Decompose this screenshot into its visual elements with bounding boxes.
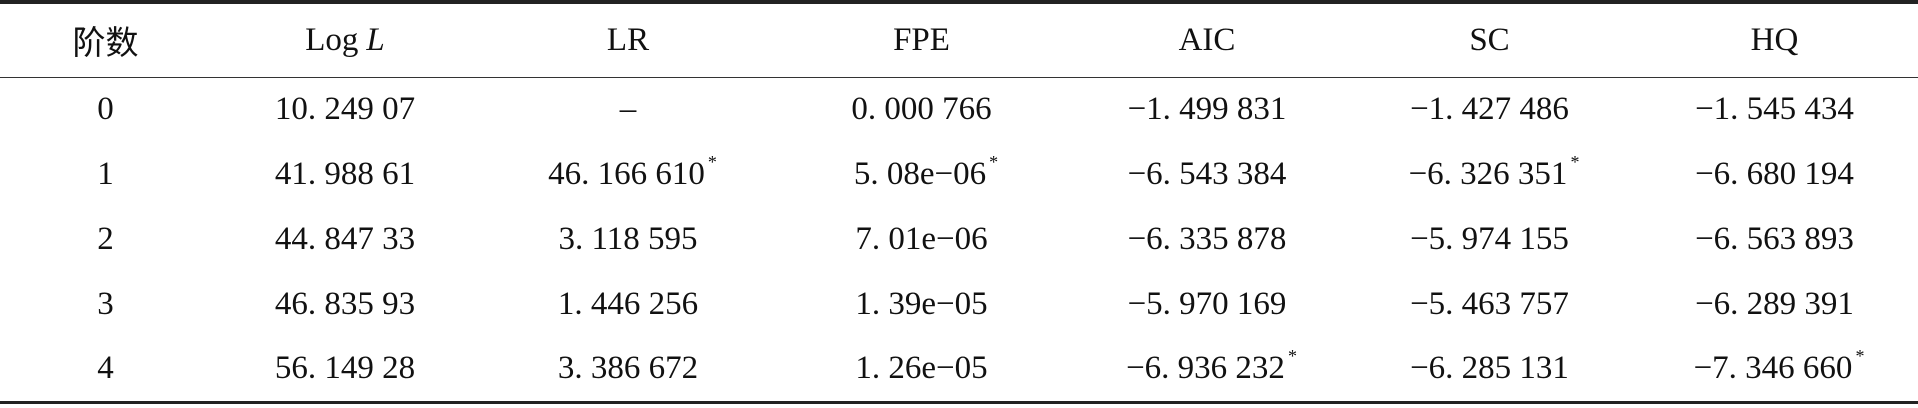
header-cell: FPE bbox=[777, 2, 1066, 78]
table-row: 1 41. 988 61 46. 166 610 * 5. 08e−06 * −6. 543… bbox=[0, 142, 1918, 207]
cell-text: −1. 499 831 bbox=[1127, 91, 1287, 128]
table-row: 0 10. 249 07 – 0. 000 766 −1. 499 831 −1. 427… bbox=[0, 77, 1918, 142]
table-cell: 56. 149 28 bbox=[211, 337, 479, 402]
header-text: HQ bbox=[1750, 21, 1799, 58]
table-row: 2 44. 847 33 3. 118 595 7. 01e−06 −6. 335 87… bbox=[0, 207, 1918, 272]
cell-text: −6. 335 878 bbox=[1127, 221, 1287, 257]
cell-text: 7. 01e−06 bbox=[855, 221, 988, 257]
header-cell: 阶数 bbox=[0, 2, 211, 78]
cell-text: 10. 249 07 bbox=[274, 91, 416, 128]
cell-text: −1. 427 486 bbox=[1410, 91, 1569, 128]
cell-text: 56. 149 28 bbox=[274, 350, 416, 387]
table-cell: 1. 446 256 bbox=[479, 272, 777, 337]
cell-text: 4 bbox=[97, 350, 114, 387]
cell-text: – bbox=[619, 91, 637, 128]
cell-text: 0 bbox=[97, 91, 114, 128]
cell-text: 1 bbox=[97, 156, 114, 192]
table-cell: 0 bbox=[0, 77, 211, 142]
table-cell: 41. 988 61 bbox=[211, 142, 479, 207]
cell-text: −5. 463 757 bbox=[1410, 286, 1569, 322]
header-text: AIC bbox=[1178, 21, 1236, 58]
header-text: Log bbox=[305, 21, 359, 58]
cell-text: −6. 680 194 bbox=[1695, 156, 1854, 192]
table-cell: −1. 545 434 bbox=[1631, 77, 1918, 142]
cell-text: −7. 346 660 bbox=[1693, 350, 1853, 387]
cell-text: −6. 289 391 bbox=[1695, 286, 1854, 322]
table-cell: −5. 970 169 bbox=[1066, 272, 1348, 337]
table-row: 4 56. 149 28 3. 386 672 1. 26e−05 −6. 936 23… bbox=[0, 337, 1918, 402]
table-cell: −7. 346 660 * bbox=[1693, 346, 1865, 387]
cell-text: −5. 974 155 bbox=[1410, 221, 1569, 257]
cell-text: 1. 26e−05 bbox=[855, 350, 988, 387]
cell-text: 44. 847 33 bbox=[274, 221, 416, 257]
table-cell: 2 bbox=[0, 207, 211, 272]
table-cell: 1. 26e−05 bbox=[777, 337, 1066, 402]
table-cell: 4 bbox=[0, 337, 211, 402]
header-cell: LR bbox=[479, 2, 777, 78]
table-cell: 1 bbox=[0, 142, 211, 207]
table-cell: 5. 08e−06 * bbox=[853, 151, 999, 192]
cell-text: −5. 970 169 bbox=[1127, 286, 1287, 322]
table-cell: −6. 335 878 bbox=[1066, 207, 1348, 272]
header-text: LR bbox=[606, 21, 650, 58]
cell-text: −6. 543 384 bbox=[1127, 156, 1287, 192]
cell-text: −6. 563 893 bbox=[1695, 221, 1854, 257]
header-cell: SC bbox=[1348, 2, 1631, 78]
table-header: 阶数 Log L LR FPE AIC SC HQ bbox=[0, 2, 1918, 78]
header-row: 阶数 Log L LR FPE AIC SC HQ bbox=[0, 2, 1918, 78]
table-cell: −6. 680 194 bbox=[1631, 142, 1918, 207]
table-cell: −1. 499 831 bbox=[1066, 77, 1348, 142]
cell-text: 2 bbox=[97, 221, 114, 257]
header-cell: Log L bbox=[211, 2, 479, 78]
table-cell: −5. 463 757 bbox=[1348, 272, 1631, 337]
cell-text: 41. 988 61 bbox=[274, 156, 416, 192]
cell-text: 3 bbox=[97, 286, 114, 322]
table-cell: −1. 427 486 bbox=[1348, 77, 1631, 142]
table-cell: −6. 563 893 bbox=[1631, 207, 1918, 272]
table-cell: – bbox=[479, 77, 777, 142]
table-cell: 1. 39e−05 bbox=[777, 272, 1066, 337]
table-cell: −6. 285 131 bbox=[1348, 337, 1631, 402]
cell-text: 46. 835 93 bbox=[274, 286, 416, 322]
header-text: FPE bbox=[893, 21, 950, 58]
table-cell: 3 bbox=[0, 272, 211, 337]
table-cell: 46. 835 93 bbox=[211, 272, 479, 337]
header-text: 阶数 bbox=[72, 26, 139, 63]
table-cell: −6. 289 391 bbox=[1631, 272, 1918, 337]
cell-text: −6. 936 232 bbox=[1126, 350, 1285, 387]
table-cell: 3. 118 595 bbox=[479, 207, 777, 272]
cell-text: 3. 386 672 bbox=[557, 350, 699, 387]
table-cell: −5. 974 155 bbox=[1348, 207, 1631, 272]
cell-text: 1. 446 256 bbox=[557, 286, 699, 322]
table-cell: 46. 166 610 * bbox=[548, 151, 717, 192]
table-cell: 44. 847 33 bbox=[211, 207, 479, 272]
table-cell: 7. 01e−06 bbox=[777, 207, 1066, 272]
cell-text: 0. 000 766 bbox=[851, 91, 992, 128]
table-body: 0 10. 249 07 – 0. 000 766 −1. 499 831 −1. 427… bbox=[0, 77, 1918, 402]
cell-text: 1. 39e−05 bbox=[855, 286, 988, 322]
cell-text: 3. 118 595 bbox=[558, 221, 698, 257]
cell-text: −1. 545 434 bbox=[1695, 91, 1854, 128]
cell-text: 5. 08e−06 bbox=[853, 156, 987, 192]
header-text-italic: L bbox=[366, 21, 385, 58]
table-cell: −6. 936 232 * bbox=[1126, 346, 1297, 387]
cell-text: 46. 166 610 bbox=[548, 156, 705, 192]
cell-text: −6. 285 131 bbox=[1410, 350, 1569, 387]
table-row: 3 46. 835 93 1. 446 256 1. 39e−05 −5. 970 16… bbox=[0, 272, 1918, 337]
table-cell: 3. 386 672 bbox=[479, 337, 777, 402]
cell-text: −6. 326 351 bbox=[1408, 156, 1568, 192]
header-cell: HQ bbox=[1631, 2, 1918, 78]
header-text: SC bbox=[1469, 21, 1510, 58]
table-cell: −6. 326 351 * bbox=[1408, 151, 1580, 192]
table-cell: −6. 543 384 bbox=[1066, 142, 1348, 207]
header-cell: AIC bbox=[1066, 2, 1348, 78]
table-cell: 0. 000 766 bbox=[777, 77, 1066, 142]
table-cell: 10. 249 07 bbox=[211, 77, 479, 142]
